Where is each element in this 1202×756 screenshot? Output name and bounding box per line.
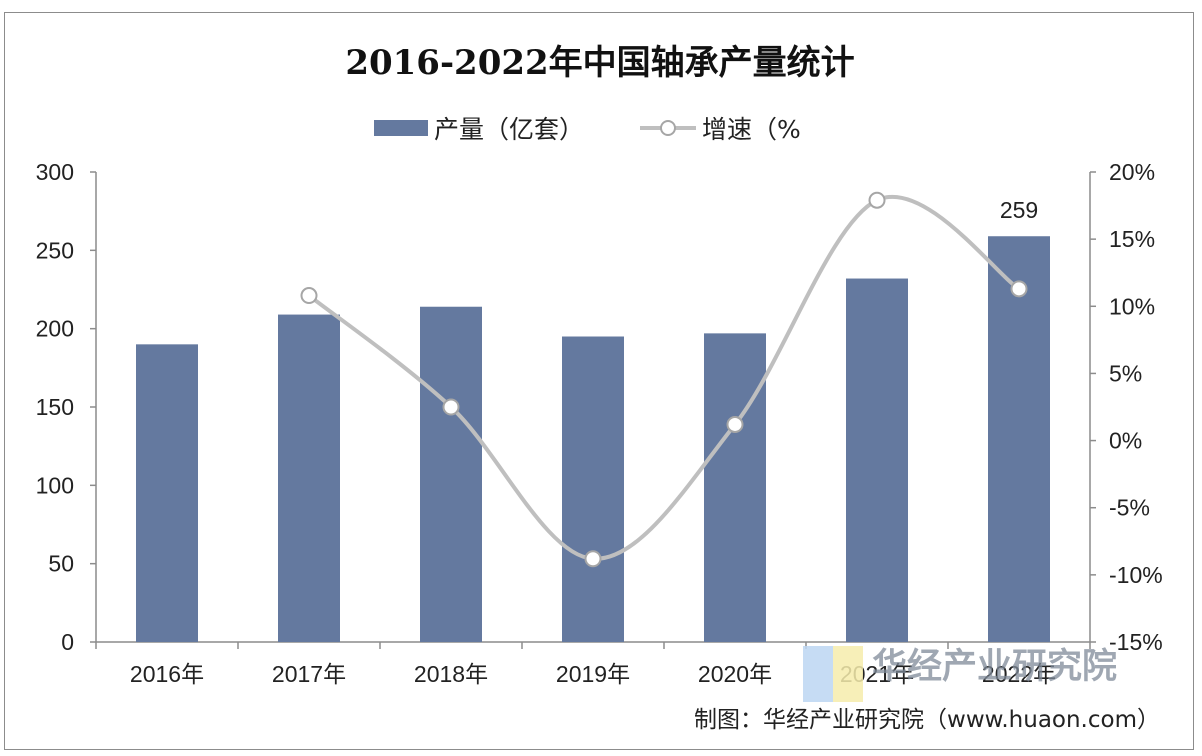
right-tick-label: 15%	[1109, 226, 1155, 252]
right-tick-label: 20%	[1109, 159, 1155, 185]
left-tick-label: 300	[36, 159, 74, 185]
x-tick-label: 2018年	[414, 661, 488, 687]
growth-line	[300, 191, 1028, 568]
watermark-logo-yellow	[833, 646, 863, 702]
left-tick-label: 0	[61, 629, 74, 655]
growth-marker	[584, 550, 602, 568]
growth-marker	[868, 191, 886, 209]
source-note: 制图：华经产业研究院（www.huaon.com）	[694, 707, 1160, 733]
growth-marker	[442, 398, 460, 416]
x-tick-label: 2016年	[130, 661, 204, 687]
chart-title: 2016-2022年中国轴承产量统计	[345, 43, 854, 83]
left-tick-label: 100	[36, 472, 74, 498]
right-tick-label: 10%	[1109, 293, 1155, 319]
growth-marker	[726, 415, 744, 433]
bar-data-label: 259	[1000, 197, 1038, 223]
bars	[136, 236, 1050, 642]
watermark: 华经产业研究院	[803, 646, 1117, 702]
left-tick-label: 200	[36, 316, 74, 342]
bar	[988, 236, 1050, 642]
left-tick-label: 250	[36, 237, 74, 263]
legend-marker-icon	[660, 120, 676, 136]
bar	[846, 278, 908, 642]
data-labels: 259	[1000, 197, 1038, 223]
legend-bar-swatch	[374, 120, 428, 136]
legend: 产量（亿套） 增速（%	[374, 115, 801, 144]
growth-marker	[300, 287, 318, 305]
watermark-logo-blue	[803, 646, 833, 702]
bar	[704, 333, 766, 642]
legend-label-growth: 增速（%	[702, 115, 801, 144]
legend-label-output: 产量（亿套）	[434, 115, 584, 144]
watermark-text: 华经产业研究院	[872, 647, 1117, 687]
left-tick-label: 150	[36, 394, 74, 420]
growth-line-path	[307, 195, 1021, 561]
right-tick-label: 0%	[1109, 428, 1142, 454]
x-tick-label: 2019年	[556, 661, 630, 687]
x-tick-label: 2020年	[698, 661, 772, 687]
right-tick-label: -10%	[1109, 562, 1163, 588]
right-tick-label: -5%	[1109, 495, 1150, 521]
bar	[420, 306, 482, 642]
chart-frame	[4, 12, 1194, 750]
x-tick-label: 2022年	[982, 661, 1056, 687]
right-tick-label: -15%	[1109, 629, 1163, 655]
bar	[136, 344, 198, 642]
growth-marker	[1010, 280, 1028, 298]
bar	[562, 336, 624, 642]
left-tick-label: 50	[48, 551, 74, 577]
x-tick-label: 2017年	[272, 661, 346, 687]
right-tick-label: 5%	[1109, 360, 1142, 386]
bar	[278, 314, 340, 642]
